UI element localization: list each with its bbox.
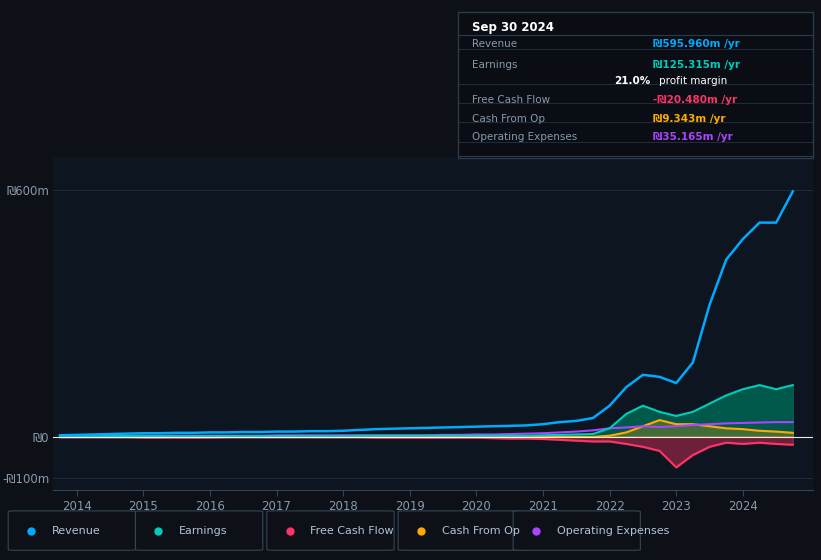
FancyBboxPatch shape	[135, 511, 263, 550]
Text: profit margin: profit margin	[658, 76, 727, 86]
Text: Earnings: Earnings	[472, 60, 518, 69]
FancyBboxPatch shape	[267, 511, 394, 550]
Text: Revenue: Revenue	[472, 39, 517, 49]
Text: Cash From Op: Cash From Op	[442, 526, 520, 535]
Text: Earnings: Earnings	[179, 526, 227, 535]
Text: Operating Expenses: Operating Expenses	[557, 526, 669, 535]
Text: Free Cash Flow: Free Cash Flow	[472, 95, 550, 105]
Text: Cash From Op: Cash From Op	[472, 114, 545, 124]
FancyBboxPatch shape	[8, 511, 135, 550]
Text: ₪125.315m /yr: ₪125.315m /yr	[654, 60, 741, 69]
Text: Revenue: Revenue	[52, 526, 100, 535]
Text: -₪20.480m /yr: -₪20.480m /yr	[654, 95, 737, 105]
Text: 21.0%: 21.0%	[614, 76, 650, 86]
FancyBboxPatch shape	[398, 511, 525, 550]
Text: Sep 30 2024: Sep 30 2024	[472, 21, 554, 34]
Text: ₪35.165m /yr: ₪35.165m /yr	[654, 133, 733, 142]
Text: ₪9.343m /yr: ₪9.343m /yr	[654, 114, 726, 124]
FancyBboxPatch shape	[513, 511, 640, 550]
Text: ₪595.960m /yr: ₪595.960m /yr	[654, 39, 740, 49]
Text: Operating Expenses: Operating Expenses	[472, 133, 577, 142]
Text: Free Cash Flow: Free Cash Flow	[310, 526, 394, 535]
